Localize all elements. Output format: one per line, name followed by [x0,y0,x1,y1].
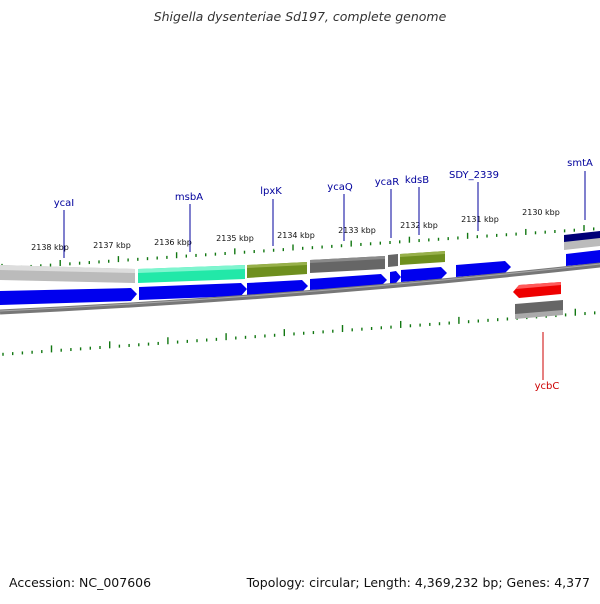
gene-label-msba[interactable]: msbA [175,192,203,203]
cds-arrow-kdsb[interactable] [401,267,447,282]
gene-label-ycai[interactable]: ycaI [54,198,75,209]
track-segment-ycai [0,265,135,273]
cds-arrow-msba[interactable] [139,283,247,300]
cds-arrow-lpxk[interactable] [247,280,308,295]
inner-scale-ticks [2,308,596,356]
gene-label-lpxk[interactable]: lpxK [260,186,282,197]
track-segment-ycaq-shine [310,256,385,263]
gene-labels: ycaI msbA lpxK ycaQ ycaR kdsB SDY_2339 smtA ycbC [54,158,593,392]
scale-label: 2138 kbp [31,243,69,252]
upper-track [0,231,600,283]
cds-arrow-sdy2339[interactable] [456,261,511,277]
cds-arrow-ycbc-shine [516,282,561,289]
gene-label-kdsb[interactable]: kdsB [405,175,429,186]
scale-label: 2130 kbp [522,208,560,217]
gene-label-ycbc[interactable]: ycbC [535,381,560,392]
gene-label-ycaq[interactable]: ycaQ [327,182,353,193]
reverse-cds-track [513,282,563,319]
page-title: Shigella dysenteriae Sd197, complete gen… [153,9,447,24]
track-segment-ycar[interactable] [388,254,398,267]
track-segment-ycbc-light [515,310,563,319]
scale-label: 2133 kbp [338,226,376,235]
backbone-line-shine [0,263,600,312]
outer-scale-ticks [1,225,595,270]
genome-summary-text: Topology: circular; Length: 4,369,232 bp… [246,575,590,590]
backbone-line [0,262,600,315]
track-segment-kdsb-shine [400,251,445,257]
scale-label: 2136 kbp [154,238,192,247]
track-segment-msba-shine [138,265,245,273]
accession-text: Accession: NC_007606 [9,575,152,590]
scale-label: 2134 kbp [277,231,315,240]
gene-label-smta[interactable]: smtA [567,158,593,169]
scale-label: 2137 kbp [93,241,131,250]
scale-label: 2131 kbp [461,215,499,224]
gene-label-ycar[interactable]: ycaR [375,177,400,188]
genome-backbone [0,262,600,315]
track-segment-smta-light [564,238,600,250]
cds-arrow-ycar[interactable] [390,271,401,284]
scale-label: 2135 kbp [216,234,254,243]
gene-label-sdy-2339[interactable]: SDY_2339 [449,170,499,181]
cds-arrow-ycai[interactable] [0,288,137,305]
cds-arrow-smta[interactable] [566,250,600,266]
forward-cds-track [0,250,600,305]
track-segment-lpxk-shine [247,262,307,268]
scale-labels: 2138 kbp 2137 kbp 2136 kbp 2135 kbp 2134 kbp… [31,208,560,252]
